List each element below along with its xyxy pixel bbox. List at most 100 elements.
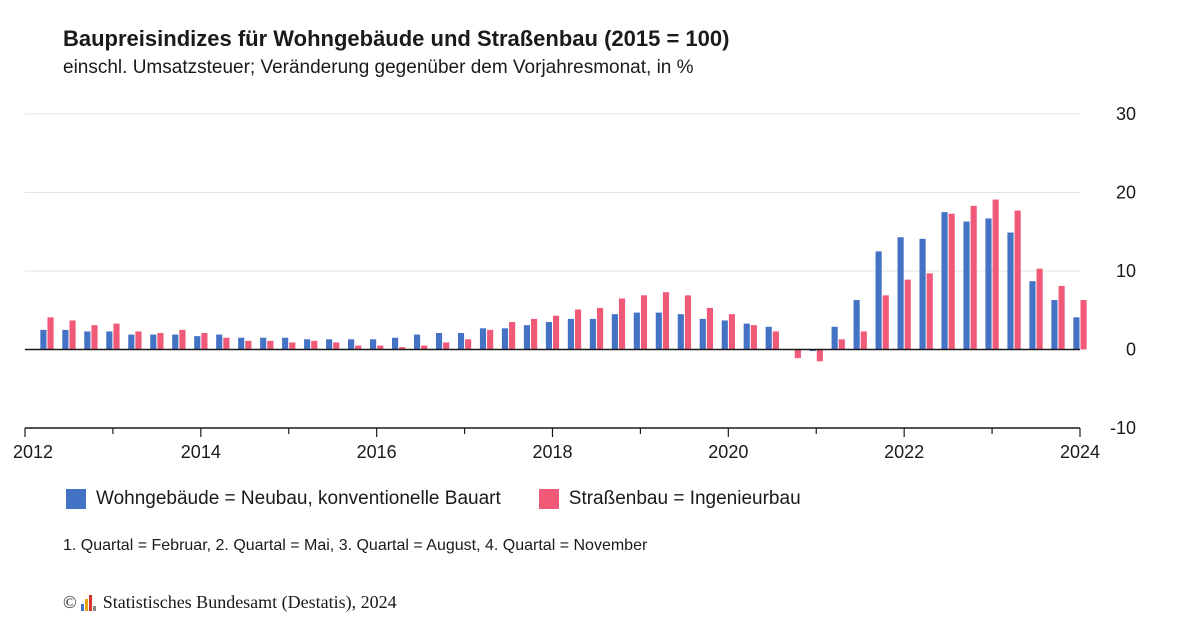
bar-strassenbau (904, 279, 911, 350)
legend-swatch-strassenbau (538, 489, 559, 509)
x-tick-label: 2024 (1060, 442, 1100, 462)
bar-wohngebaeude (853, 300, 860, 350)
bar-wohngebaeude (919, 238, 926, 350)
bar-strassenbau (509, 322, 516, 350)
bar-strassenbau (684, 295, 692, 350)
bar-strassenbau (135, 331, 142, 350)
bar-strassenbau (399, 347, 406, 350)
bar-strassenbau (794, 349, 801, 359)
bar-strassenbau (1080, 300, 1087, 350)
bar-strassenbau (333, 342, 340, 350)
bar-wohngebaeude (216, 334, 223, 350)
bar-wohngebaeude (765, 326, 772, 350)
bar-strassenbau (772, 331, 779, 350)
bar-wohngebaeude (545, 322, 552, 350)
bar-wohngebaeude (831, 326, 838, 350)
bar-wohngebaeude (106, 331, 113, 350)
bar-strassenbau (948, 213, 955, 350)
bar-wohngebaeude (1073, 317, 1080, 350)
bar-strassenbau (596, 307, 604, 350)
bar-strassenbau (618, 298, 626, 350)
x-tick-label: 2018 (532, 442, 572, 462)
bar-wohngebaeude (62, 329, 69, 350)
x-tick-label: 2020 (708, 442, 748, 462)
legend-item-wohngebaeude[interactable]: Wohngebäude = Neubau, konventionelle Bau… (66, 488, 501, 510)
bar-strassenbau (465, 339, 472, 350)
bar-strassenbau (311, 340, 318, 350)
y-tick-label: 0 (1126, 340, 1136, 360)
bar-strassenbau (421, 345, 428, 350)
bar-strassenbau (113, 323, 120, 350)
bar-strassenbau (223, 337, 230, 350)
bar-wohngebaeude (479, 328, 487, 350)
copyright-symbol: © (63, 592, 77, 612)
bar-wohngebaeude (260, 337, 267, 350)
bar-wohngebaeude (963, 221, 970, 350)
bar-wohngebaeude (172, 334, 179, 350)
bar-strassenbau (662, 292, 670, 350)
footnote: 1. Quartal = Februar, 2. Quartal = Mai, … (63, 537, 648, 554)
bar-wohngebaeude (1007, 232, 1014, 350)
y-tick-label: -10 (1110, 418, 1136, 438)
bar-strassenbau (487, 329, 494, 350)
bar-strassenbau (860, 331, 867, 350)
bar-strassenbau (91, 325, 98, 350)
bar-strassenbau (47, 317, 54, 350)
bar-strassenbau (970, 205, 977, 350)
bars (40, 199, 1087, 362)
x-tick-label: 2016 (357, 442, 397, 462)
y-tick-label: 30 (1116, 104, 1136, 124)
legend: Wohngebäude = Neubau, konventionelle Bau… (66, 488, 839, 510)
legend-label-strassenbau: Straßenbau = Ingenieurbau (568, 488, 801, 509)
y-tick-label: 20 (1116, 183, 1136, 203)
bar-wohngebaeude (150, 334, 157, 350)
bar-strassenbau (882, 295, 889, 350)
bar-strassenbau (377, 345, 384, 350)
destatis-logo-icon (80, 594, 97, 611)
bar-wohngebaeude (238, 337, 245, 350)
bar-strassenbau (245, 340, 252, 350)
bar-wohngebaeude (370, 339, 377, 350)
bar-wohngebaeude (809, 349, 816, 352)
bar-wohngebaeude (128, 334, 135, 350)
chart-subtitle: einschl. Umsatzsteuer; Veränderung gegen… (63, 57, 694, 78)
x-tick-label: 2012 (13, 442, 53, 462)
bar-strassenbau (1036, 268, 1043, 350)
bar-strassenbau (728, 314, 735, 350)
bar-wohngebaeude (655, 312, 662, 350)
bar-strassenbau (443, 342, 450, 350)
bar-strassenbau (926, 273, 933, 350)
bar-wohngebaeude (875, 251, 882, 350)
bar-strassenbau (574, 309, 582, 350)
grid-lines (25, 113, 1080, 272)
axes: 30 20 10 0 -10 2012 2014 2016 2018 2020 2022 2024 (13, 104, 1136, 462)
bar-strassenbau (289, 342, 296, 350)
bar-wohngebaeude (677, 314, 684, 350)
bar-wohngebaeude (282, 337, 289, 350)
bar-strassenbau (1058, 285, 1065, 350)
bar-chart: 30 20 10 0 -10 2012 2014 2016 2018 2020 2022 2024 (13, 104, 1136, 462)
y-tick-label: 10 (1116, 261, 1136, 281)
source-text: Statistisches Bundesamt (Destatis), 2024 (102, 592, 397, 612)
bar-wohngebaeude (567, 318, 574, 350)
bar-strassenbau (816, 349, 823, 362)
bar-wohngebaeude (457, 333, 465, 350)
bar-wohngebaeude (391, 337, 399, 350)
bar-strassenbau (1014, 210, 1021, 350)
bar-wohngebaeude (699, 318, 706, 350)
bar-wohngebaeude (721, 320, 728, 350)
bar-wohngebaeude (326, 339, 333, 350)
bar-strassenbau (992, 199, 999, 350)
legend-label-wohngebaeude: Wohngebäude = Neubau, konventionelle Bau… (96, 488, 501, 509)
bar-wohngebaeude (743, 323, 750, 350)
x-tick-label: 2022 (884, 442, 924, 462)
bar-wohngebaeude (435, 333, 443, 350)
bar-wohngebaeude (40, 329, 47, 350)
bar-strassenbau (706, 307, 714, 350)
bar-wohngebaeude (985, 218, 992, 350)
legend-item-strassenbau[interactable]: Straßenbau = Ingenieurbau (538, 488, 801, 510)
x-tick-label: 2014 (181, 442, 221, 462)
bar-strassenbau (69, 320, 76, 350)
bar-wohngebaeude (304, 339, 311, 350)
bar-wohngebaeude (589, 318, 596, 350)
